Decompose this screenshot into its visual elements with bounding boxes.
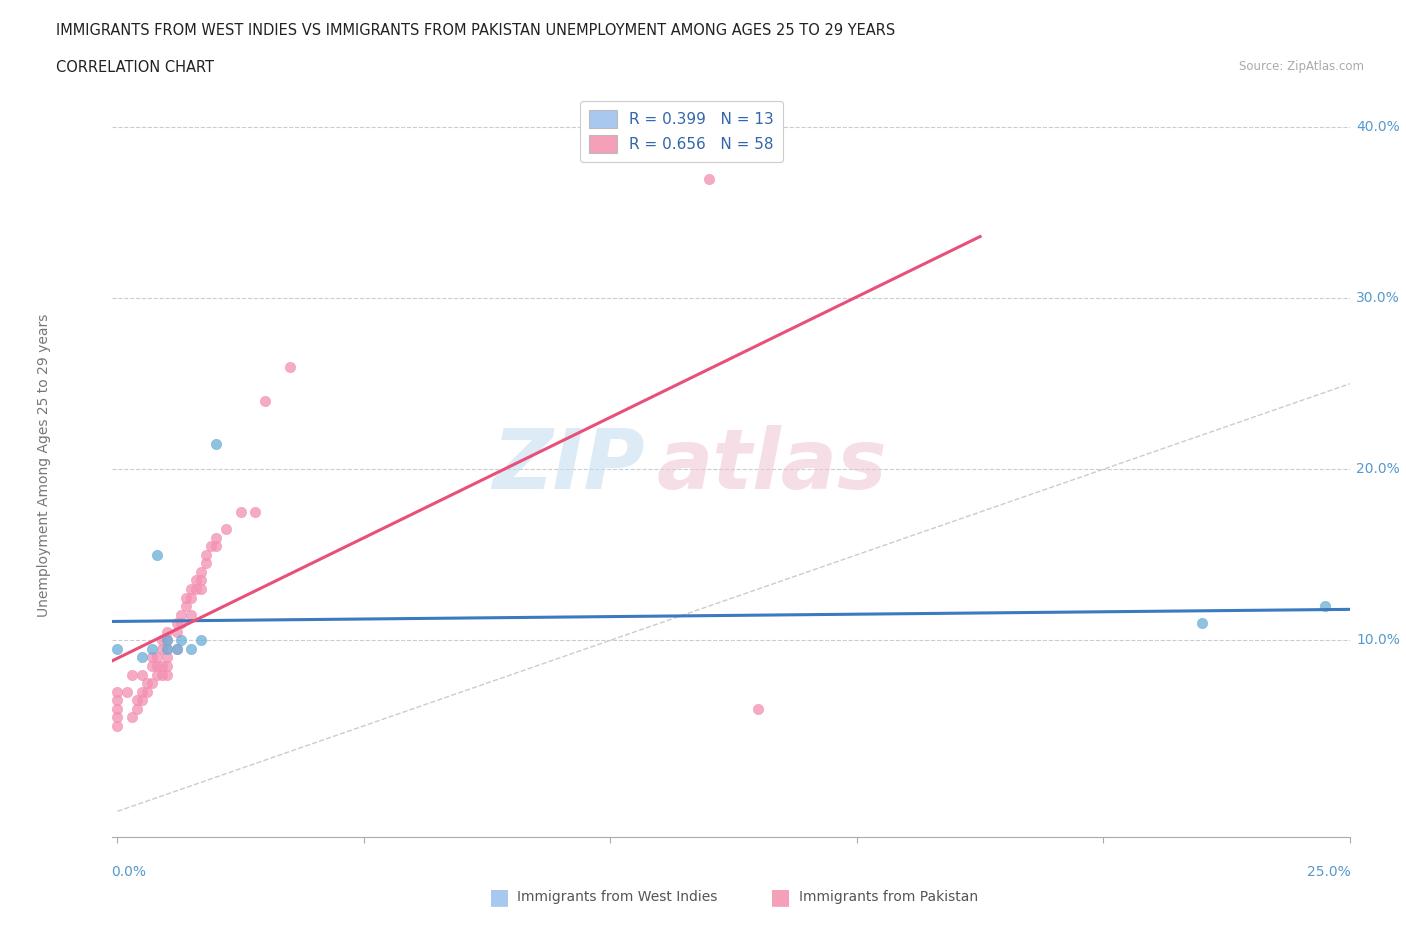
Point <box>190 573 212 588</box>
Point <box>278 359 301 374</box>
Point <box>186 581 208 596</box>
Point <box>170 633 193 648</box>
Text: atlas: atlas <box>657 424 887 506</box>
Point <box>205 530 228 545</box>
Point <box>117 684 139 699</box>
Legend: R = 0.399   N = 13, R = 0.656   N = 58: R = 0.399 N = 13, R = 0.656 N = 58 <box>581 100 783 163</box>
Point <box>141 642 163 657</box>
Point <box>136 675 159 690</box>
Point <box>150 658 173 673</box>
Point <box>131 650 153 665</box>
Point <box>107 718 129 733</box>
Point <box>150 667 173 682</box>
Point <box>121 710 143 724</box>
Point <box>180 591 202 605</box>
Point <box>146 667 169 682</box>
Point <box>107 701 129 716</box>
Text: ■: ■ <box>770 887 790 908</box>
Point <box>127 701 149 716</box>
Point <box>156 642 179 657</box>
Point <box>245 505 267 520</box>
Point <box>127 693 149 708</box>
Point <box>107 684 129 699</box>
Point <box>205 436 228 451</box>
Point <box>170 607 193 622</box>
Text: ZIP: ZIP <box>492 424 644 506</box>
Point <box>166 642 188 657</box>
Point <box>146 548 169 563</box>
Point <box>150 633 173 648</box>
Point <box>141 658 163 673</box>
Point <box>186 573 208 588</box>
Point <box>180 607 202 622</box>
Point <box>156 658 179 673</box>
Text: 40.0%: 40.0% <box>1355 120 1400 134</box>
Point <box>205 538 228 553</box>
Point <box>195 556 218 571</box>
Point <box>170 616 193 631</box>
Text: ■: ■ <box>489 887 509 908</box>
Text: 20.0%: 20.0% <box>1355 462 1400 476</box>
Point <box>141 650 163 665</box>
Point <box>1313 599 1336 614</box>
Point <box>121 667 143 682</box>
Point <box>747 701 769 716</box>
Point <box>141 675 163 690</box>
Point <box>190 565 212 579</box>
Point <box>156 642 179 657</box>
Point <box>131 684 153 699</box>
Point <box>180 642 202 657</box>
Point <box>215 522 238 537</box>
Point <box>697 171 720 186</box>
Point <box>131 693 153 708</box>
Point <box>156 650 179 665</box>
Text: Immigrants from Pakistan: Immigrants from Pakistan <box>799 890 977 905</box>
Text: 25.0%: 25.0% <box>1308 865 1351 879</box>
Point <box>150 642 173 657</box>
Point <box>254 393 277 408</box>
Point <box>107 642 129 657</box>
Point <box>136 684 159 699</box>
Point <box>166 642 188 657</box>
Point <box>166 616 188 631</box>
Point <box>146 650 169 665</box>
Point <box>146 658 169 673</box>
Text: Source: ZipAtlas.com: Source: ZipAtlas.com <box>1239 60 1364 73</box>
Point <box>190 633 212 648</box>
Point <box>1191 616 1213 631</box>
Text: 30.0%: 30.0% <box>1355 291 1400 305</box>
Text: IMMIGRANTS FROM WEST INDIES VS IMMIGRANTS FROM PAKISTAN UNEMPLOYMENT AMONG AGES : IMMIGRANTS FROM WEST INDIES VS IMMIGRANT… <box>56 23 896 38</box>
Text: 0.0%: 0.0% <box>111 865 146 879</box>
Text: Unemployment Among Ages 25 to 29 years: Unemployment Among Ages 25 to 29 years <box>38 313 52 617</box>
Point <box>200 538 222 553</box>
Point <box>190 581 212 596</box>
Point <box>176 591 198 605</box>
Point <box>156 633 179 648</box>
Point <box>195 548 218 563</box>
Text: 10.0%: 10.0% <box>1355 633 1400 647</box>
Point <box>156 624 179 639</box>
Text: Immigrants from West Indies: Immigrants from West Indies <box>517 890 718 905</box>
Point <box>156 667 179 682</box>
Point <box>176 599 198 614</box>
Text: CORRELATION CHART: CORRELATION CHART <box>56 60 214 75</box>
Point <box>107 710 129 724</box>
Point <box>229 505 252 520</box>
Point <box>156 633 179 648</box>
Point <box>107 693 129 708</box>
Point <box>180 581 202 596</box>
Point <box>166 624 188 639</box>
Point <box>131 667 153 682</box>
